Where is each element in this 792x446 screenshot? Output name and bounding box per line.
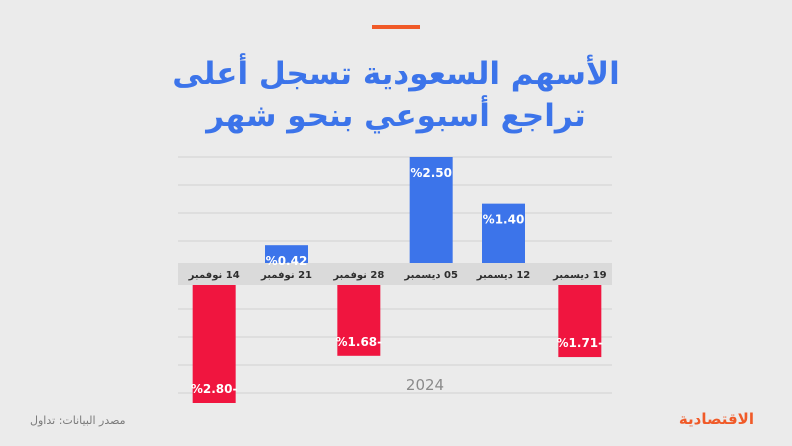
bar-value-label: %0.42 — [266, 254, 308, 268]
category-label: 14 نوفمبر — [188, 270, 240, 281]
bar-value-label: %1.71- — [557, 336, 604, 350]
accent-bar — [372, 25, 420, 29]
category-strip — [178, 263, 612, 285]
bar — [558, 285, 602, 358]
bar — [409, 157, 453, 263]
bar — [337, 285, 381, 356]
chart-title-line-1: الأسهم السعودية تسجل أعلى — [172, 56, 620, 92]
bar-value-label: %2.80- — [191, 382, 238, 396]
bar — [265, 245, 308, 263]
data-source: مصدر البيانات: تداول — [30, 414, 126, 427]
category-label: 05 ديسمبر — [403, 270, 458, 281]
bar — [482, 203, 525, 263]
bar-value-label: %2.50 — [410, 166, 452, 180]
bar — [192, 285, 236, 403]
x-axis-label: 2024 — [406, 376, 444, 394]
category-label: 28 نوفمبر — [332, 270, 384, 281]
chart-title-line-2: تراجع أسبوعي بنحو شهر — [206, 98, 586, 134]
bar-value-label: %1.40 — [483, 213, 525, 227]
category-label: 12 ديسمبر — [476, 270, 531, 281]
category-label: 19 ديسمبر — [552, 270, 607, 281]
category-label: 21 نوفمبر — [260, 270, 312, 281]
bar-value-label: %1.68- — [336, 335, 383, 349]
brand-logo: الاقتصادية — [678, 410, 754, 428]
